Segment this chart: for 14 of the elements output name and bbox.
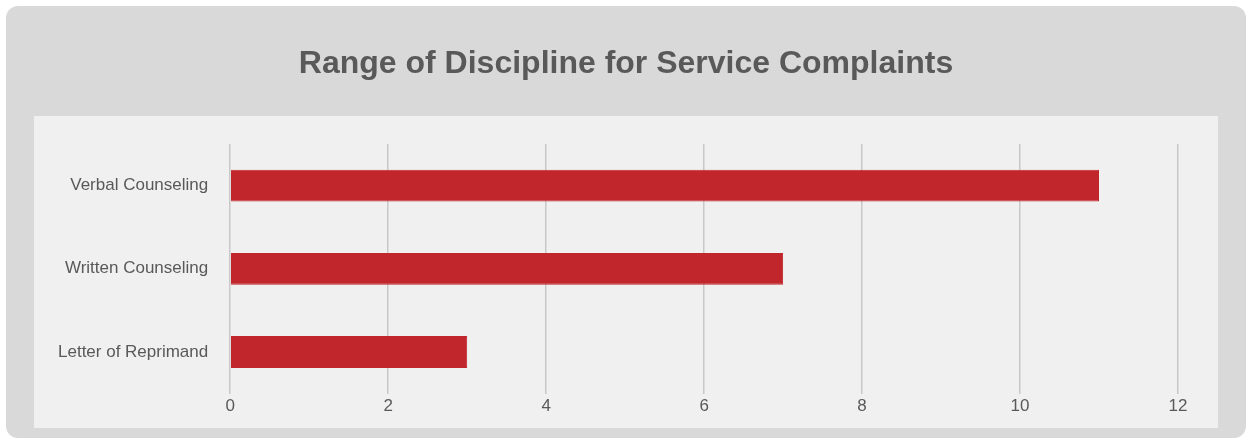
x-tick-label: 10 — [1010, 396, 1030, 416]
chart-title: Range of Discipline for Service Complaints — [297, 44, 955, 81]
y-tick-label: Letter of Reprimand — [57, 341, 209, 361]
x-tick-label: 8 — [857, 396, 867, 416]
bar — [230, 169, 1100, 202]
y-tick-label: Verbal Counseling — [70, 175, 209, 195]
x-tick-label: 2 — [383, 396, 393, 416]
x-tick-label: 6 — [699, 396, 709, 416]
y-tick-label: Written Counseling — [64, 258, 209, 278]
x-tick-label: 4 — [541, 396, 551, 416]
bar — [230, 252, 784, 285]
x-tick-label: 0 — [225, 396, 235, 416]
bar — [230, 336, 468, 368]
x-tick-label: 12 — [1168, 396, 1188, 416]
